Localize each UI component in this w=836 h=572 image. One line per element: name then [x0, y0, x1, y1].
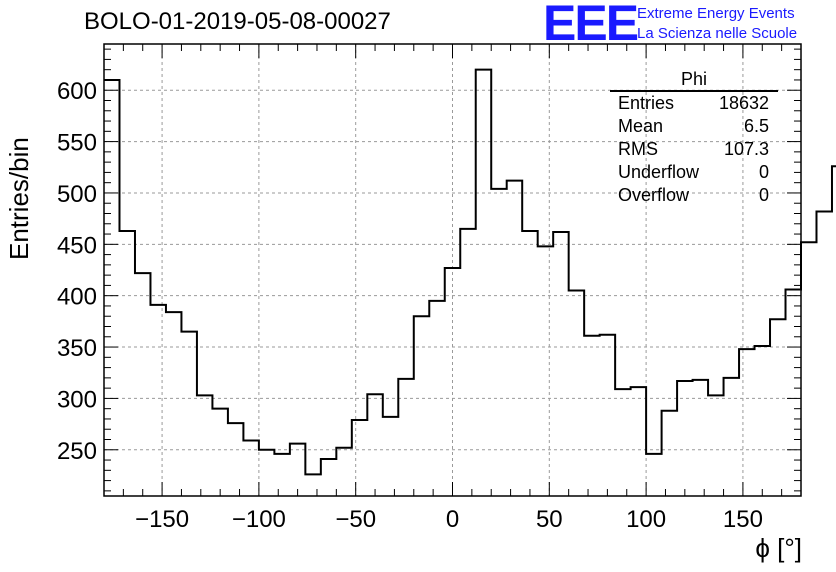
stats-row-rms: RMS 107.3: [610, 138, 778, 161]
y-axis-label: Entries/bin: [4, 137, 34, 260]
y-tick-label: 250: [57, 438, 97, 465]
stats-title: Phi: [610, 68, 778, 92]
stats-label: RMS: [618, 139, 658, 159]
x-tick-label: −150: [135, 506, 189, 533]
y-tick-label: 600: [57, 78, 97, 105]
histogram-line: [104, 68, 836, 476]
x-tick-label: 50: [536, 506, 563, 533]
y-tick-label: 300: [57, 386, 97, 413]
stats-value: 6.5: [743, 116, 769, 136]
stats-row-mean: Mean 6.5: [610, 115, 778, 138]
stats-row-underflow: Underflow 0: [610, 161, 778, 184]
x-tick-label: −100: [232, 506, 286, 533]
stats-row-entries: Entries 18632: [610, 92, 778, 115]
y-tick-label: 400: [57, 284, 97, 311]
y-tick-label: 500: [57, 181, 97, 208]
stats-label: Underflow: [618, 162, 700, 182]
stats-box: Phi Entries 18632 Mean 6.5 RMS 107.3 Und…: [610, 68, 778, 207]
x-axis-label: ϕ [°]: [755, 533, 802, 563]
stats-value: 18632: [718, 93, 769, 113]
logo-line-2: La Scienza nelle Scuole: [637, 25, 798, 42]
x-tick-label: 100: [626, 506, 666, 533]
y-tick-label: 350: [57, 335, 97, 362]
stats-value: 107.3: [723, 139, 769, 159]
stats-label: Mean: [618, 116, 664, 136]
stats-label: Entries: [618, 93, 675, 113]
y-tick-label: 450: [57, 232, 97, 259]
chart-title: BOLO-01-2019-05-08-00027: [84, 8, 391, 35]
stats-value: 0: [758, 185, 769, 205]
x-tick-label: −50: [335, 506, 376, 533]
logo-line-1: Extreme Energy Events: [637, 5, 795, 22]
eee-logo: EEE: [543, 0, 639, 51]
y-tick-label: 550: [57, 130, 97, 157]
y-axis-label-wrap: Entries/bin: [4, 137, 44, 260]
stats-row-overflow: Overflow 0: [610, 184, 778, 207]
x-tick-label: 150: [723, 506, 763, 533]
stats-label: Overflow: [618, 185, 690, 205]
x-tick-label: 0: [446, 506, 459, 533]
eee-logo-text: Extreme Energy Events La Scienza nelle S…: [637, 4, 797, 44]
stats-value: 0: [758, 162, 769, 182]
